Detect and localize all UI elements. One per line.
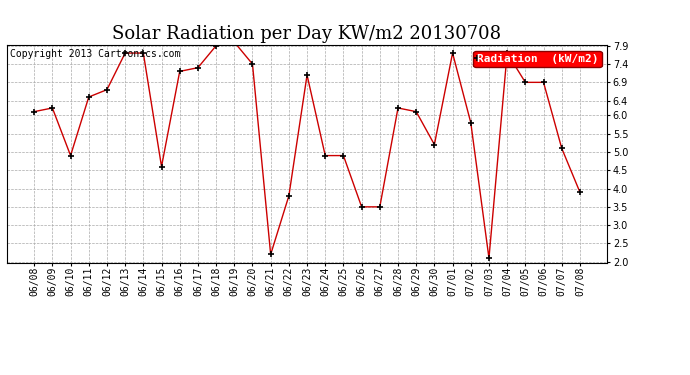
Radiation  (kW/m2) (466, 120, 475, 125)
Radiation  (kW/m2) (431, 142, 439, 147)
Radiation  (kW/m2) (303, 73, 311, 77)
Radiation  (kW/m2) (194, 66, 202, 70)
Radiation  (kW/m2) (212, 44, 220, 48)
Radiation  (kW/m2) (103, 87, 111, 92)
Radiation  (kW/m2) (412, 110, 420, 114)
Radiation  (kW/m2) (448, 51, 457, 55)
Radiation  (kW/m2) (394, 106, 402, 110)
Radiation  (kW/m2) (66, 153, 75, 158)
Radiation  (kW/m2) (503, 51, 511, 55)
Radiation  (kW/m2) (121, 51, 129, 55)
Radiation  (kW/m2) (266, 252, 275, 257)
Radiation  (kW/m2) (521, 80, 529, 85)
Radiation  (kW/m2) (175, 69, 184, 74)
Radiation  (kW/m2) (48, 106, 57, 110)
Radiation  (kW/m2) (85, 95, 93, 99)
Radiation  (kW/m2) (357, 205, 366, 209)
Radiation  (kW/m2) (375, 205, 384, 209)
Radiation  (kW/m2) (540, 80, 548, 85)
Radiation  (kW/m2) (321, 153, 329, 158)
Radiation  (kW/m2) (558, 146, 566, 150)
Radiation  (kW/m2) (139, 51, 148, 55)
Radiation  (kW/m2) (230, 40, 239, 44)
Radiation  (kW/m2) (285, 194, 293, 198)
Line: Radiation  (kW/m2): Radiation (kW/m2) (32, 39, 582, 261)
Title: Solar Radiation per Day KW/m2 20130708: Solar Radiation per Day KW/m2 20130708 (112, 26, 502, 44)
Radiation  (kW/m2) (30, 110, 39, 114)
Radiation  (kW/m2) (157, 164, 166, 169)
Radiation  (kW/m2) (575, 190, 584, 195)
Radiation  (kW/m2) (248, 62, 257, 66)
Text: Copyright 2013 Cartronics.com: Copyright 2013 Cartronics.com (10, 50, 180, 59)
Legend: Radiation  (kW/m2): Radiation (kW/m2) (473, 51, 602, 67)
Radiation  (kW/m2) (339, 153, 348, 158)
Radiation  (kW/m2) (485, 256, 493, 260)
